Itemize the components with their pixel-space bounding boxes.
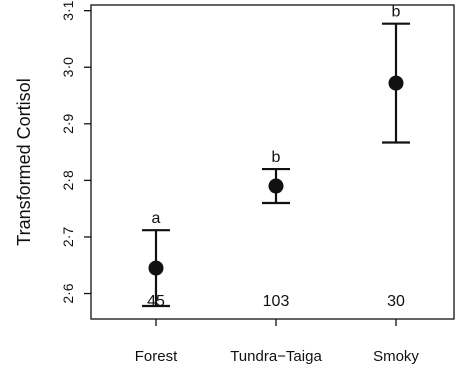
mean-point [148, 260, 164, 276]
mean-point [388, 75, 404, 91]
y-tick-label: 3·0 [60, 57, 76, 77]
x-axis: Forest Tundra−Taiga Smoky [135, 319, 419, 365]
y-axis-title: Transformed Cortisol [14, 78, 34, 245]
y-tick-label: 2·7 [60, 227, 76, 247]
sample-size: 30 [387, 293, 405, 310]
y-tick-label: 3·1 [60, 0, 76, 20]
y-tick-label: 2·6 [60, 283, 76, 303]
mean-point [268, 178, 284, 194]
group-letter: b [272, 149, 281, 166]
plot-frame [90, 4, 455, 320]
y-tick-label: 2·8 [60, 170, 76, 190]
y-tick-label: 2·9 [60, 113, 76, 133]
sample-size: 103 [263, 293, 290, 310]
group-letter: b [392, 4, 401, 21]
x-tick-label: Smoky [373, 348, 419, 365]
x-tick-label: Tundra−Taiga [230, 348, 322, 365]
y-axis: 2·6 2·7 2·8 2·9 3·0 3·1 [60, 0, 91, 304]
group-letter: a [152, 210, 161, 227]
data-marks: a 45 b 103 b 30 [142, 4, 410, 310]
x-tick-label: Forest [135, 348, 178, 365]
sample-size: 45 [147, 293, 165, 310]
